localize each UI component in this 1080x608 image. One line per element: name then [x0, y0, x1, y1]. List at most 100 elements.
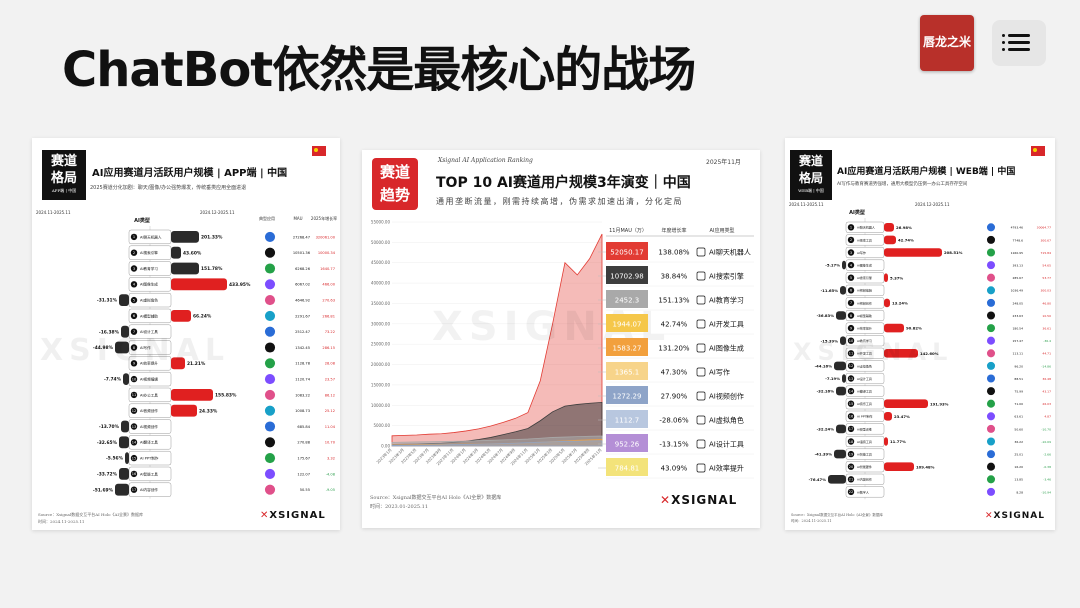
badge-line: 赛道 — [50, 154, 77, 169]
card-title: AI应用赛道月活跃用户规模 | APP端 | 中国 — [92, 168, 288, 179]
category-label: AI搜索工具 — [857, 237, 872, 242]
app-icon — [986, 286, 996, 295]
mau-value: 113.11 — [1013, 352, 1024, 356]
category-label: AI搜索引擎 — [140, 250, 158, 255]
rank-circle — [847, 299, 855, 307]
trend-card[interactable]: 赛道 趋势 Xsignal AI Application Ranking 202… — [362, 150, 760, 528]
menu-button[interactable] — [992, 20, 1046, 66]
app-icon — [986, 311, 996, 320]
page-title: ChatBot依然是最核心的战场 — [62, 42, 696, 98]
y-tick-label: 25000.00 — [371, 342, 391, 347]
mau-value: 2452.3 — [615, 297, 640, 305]
badge-sub: WEB端 | 中国 — [798, 188, 824, 193]
badge-line: 赛道 — [798, 154, 823, 168]
code-icon — [696, 319, 706, 329]
rank-number: 6 — [133, 314, 135, 318]
growth-value: 36.61 — [1042, 327, 1051, 331]
rank-circle — [847, 387, 855, 395]
category-label: AI视频编辑 — [857, 288, 872, 293]
app-ranking-card[interactable]: 赛道 格局 APP端 | 中国 AI应用赛道月活跃用户规模 | APP端 | 中… — [32, 138, 340, 530]
change-label: -76.47% — [809, 477, 827, 482]
rank-circle — [130, 265, 138, 272]
category-label: AI教育学习 — [857, 338, 872, 343]
change-bar — [119, 294, 129, 306]
category-label: AI设计工具 — [140, 329, 158, 334]
rank-circle — [130, 360, 138, 367]
rank-number: 15 — [132, 456, 136, 460]
track-badge: 赛道 格局 WEB端 | 中国 — [790, 150, 832, 200]
growth-value: 36.48 — [1042, 377, 1051, 381]
rank-circle — [130, 391, 138, 399]
avatar-icon — [696, 415, 706, 425]
growth-value: -10.09 — [1041, 440, 1051, 444]
type-label: AI聊天机器人 — [709, 248, 751, 257]
watermark-text: XSIGNAL — [40, 333, 230, 368]
rank-number: 1 — [133, 235, 135, 239]
app-icon — [986, 475, 996, 484]
rank-number: 15 — [849, 402, 853, 406]
growth-value: 266.81 — [322, 314, 335, 318]
change-label: 433.95% — [229, 282, 251, 288]
category-label: AI开发工具 — [857, 351, 872, 356]
change-bar — [884, 412, 892, 421]
rank-circle — [130, 407, 138, 414]
rank-circle — [847, 350, 855, 357]
app-icon — [264, 263, 276, 274]
app-icon — [264, 405, 276, 416]
xsignal-logo: ✕XSIGNAL — [985, 511, 1045, 521]
rank-number: 20 — [849, 465, 853, 469]
change-label: 13.24% — [892, 301, 908, 306]
growth-value: 54.65 — [1042, 264, 1051, 268]
app-icon — [264, 326, 276, 337]
growth-value: 466.00 — [322, 283, 335, 287]
change-label: 201.33% — [201, 235, 223, 241]
mau-cell — [606, 458, 648, 476]
type-label: AI图像生成 — [709, 344, 744, 353]
y-tick-label: 15000.00 — [371, 382, 391, 387]
card-title: TOP 10 AI赛道用户规模3年演变｜中国 — [436, 175, 691, 191]
change-bar — [842, 374, 846, 383]
change-label: -32.24% — [817, 427, 835, 432]
change-bar — [121, 420, 129, 433]
change-bar — [840, 336, 846, 345]
change-label: 21.21% — [187, 361, 206, 367]
mau-value: 4793.46 — [1011, 226, 1023, 230]
mau-cell — [606, 314, 648, 332]
brand-logo[interactable]: 唇龙之米 — [920, 15, 974, 71]
mau-value: 1083.22 — [295, 393, 310, 397]
rank-number: 7 — [850, 301, 852, 305]
category-label: AI聊天机器人 — [140, 234, 162, 239]
change-bar — [834, 361, 846, 371]
category-label: AI设计工具 — [857, 376, 872, 381]
y-tick-label: 50000.00 — [371, 240, 391, 245]
growth-value: 46.80 — [1042, 301, 1051, 305]
rank-circle — [130, 312, 138, 320]
badge-line: 格局 — [50, 171, 77, 186]
column-head: 2025年增长率 — [311, 215, 337, 221]
column-head: MAU — [293, 216, 302, 221]
app-icon — [264, 358, 276, 369]
web-ranking-card[interactable]: 赛道 格局 WEB端 | 中国 AI应用赛道月活跃用户规模 | WEB端 | 中… — [785, 138, 1055, 530]
rank-number: 8 — [850, 314, 852, 318]
growth-value: 44.71 — [1042, 352, 1051, 356]
card-period: 时间：2024.11-2025.11 — [38, 519, 85, 524]
app-icon — [986, 349, 996, 358]
rank-number: 8 — [133, 346, 135, 350]
change-label: 5.37% — [890, 275, 903, 280]
mau-value: 6268.26 — [295, 267, 311, 271]
mau-value: 157.47 — [1013, 339, 1024, 343]
rank-number: 12 — [849, 364, 853, 368]
rank-circle — [130, 375, 138, 383]
app-icon — [986, 424, 996, 433]
series-area — [391, 440, 603, 447]
growth-value: 300.03 — [1041, 289, 1052, 293]
rank-number: 5 — [133, 298, 135, 302]
table-head: 11月MAU（万） — [609, 228, 647, 234]
column-head: 典型应用 — [259, 215, 275, 221]
series-area — [391, 233, 603, 447]
mau-value: 71.00 — [1014, 402, 1023, 406]
mau-value: 1272.29 — [613, 393, 642, 401]
change-bar — [115, 483, 129, 496]
change-bar — [119, 468, 129, 480]
rank-circle — [130, 470, 138, 478]
